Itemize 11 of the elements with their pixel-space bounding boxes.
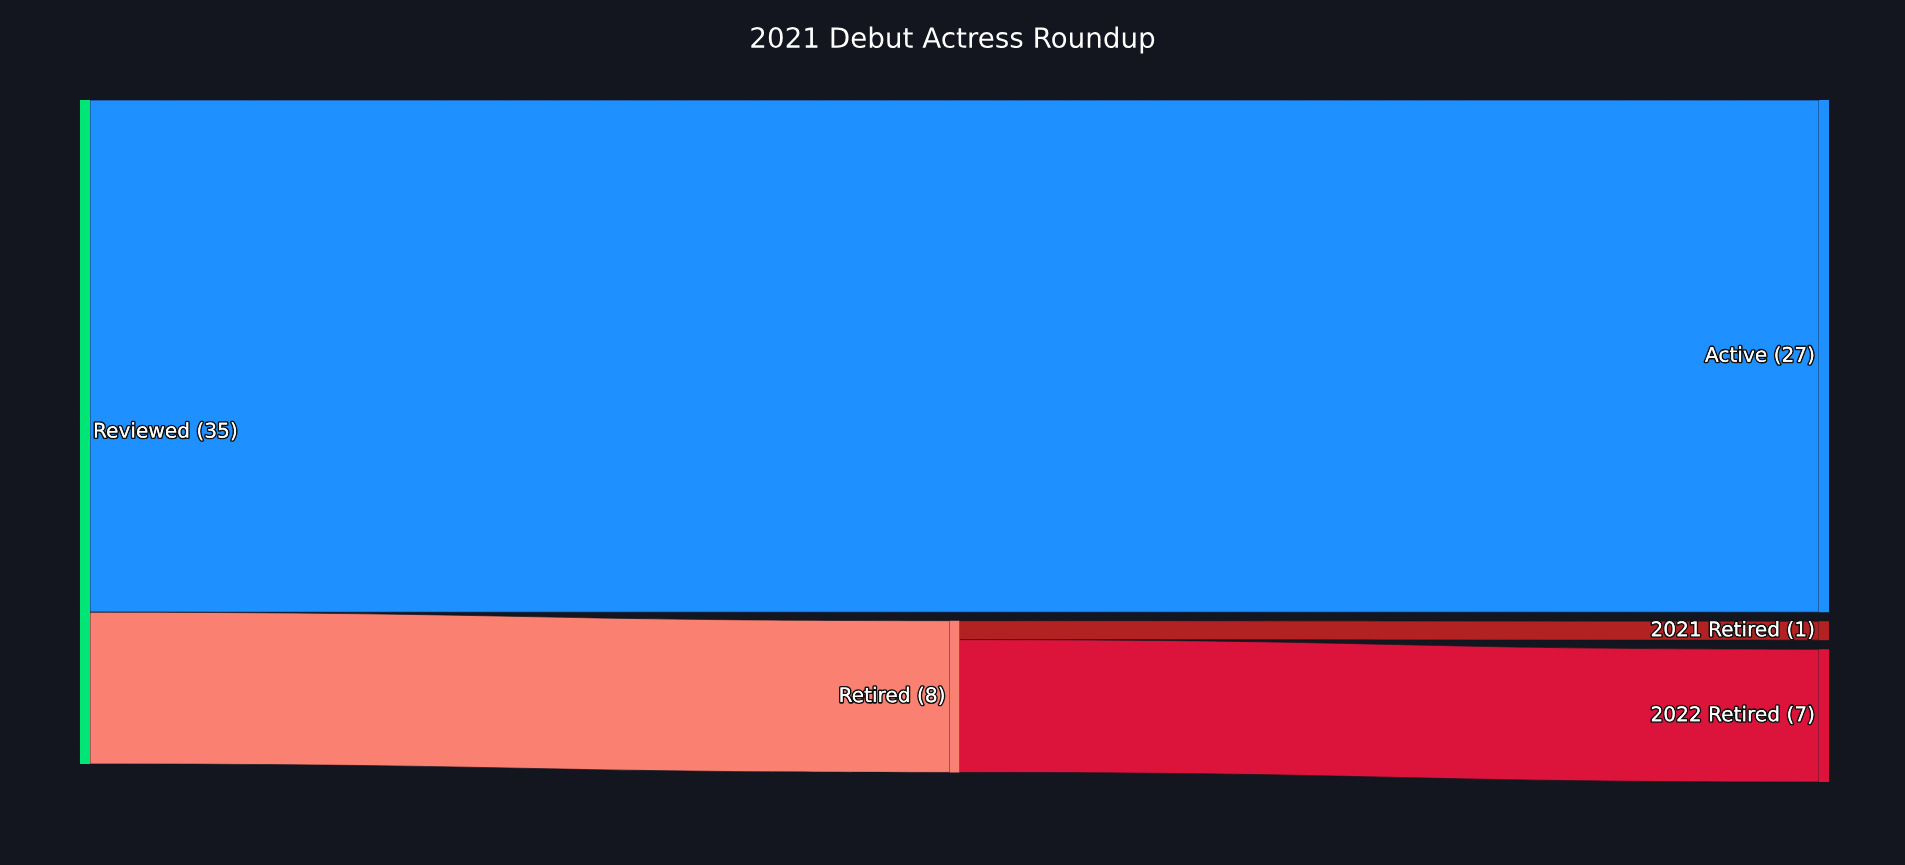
category-label: Reviewed — [94, 422, 189, 438]
data-label: (8) — [918, 686, 944, 705]
category-label: 2022 Retired — [1651, 705, 1779, 722]
text: 2021 Debut Actress Roundup — [751, 26, 1155, 54]
data-label: (1) — [1788, 620, 1814, 639]
data-label: (7) — [1788, 705, 1814, 724]
category-label: Retired — [840, 686, 909, 703]
category-label: 2021 Retired — [1651, 620, 1779, 637]
data-label: (35) — [198, 422, 237, 441]
category-label: Active — [1705, 346, 1767, 362]
data-label: (27) — [1775, 346, 1814, 365]
